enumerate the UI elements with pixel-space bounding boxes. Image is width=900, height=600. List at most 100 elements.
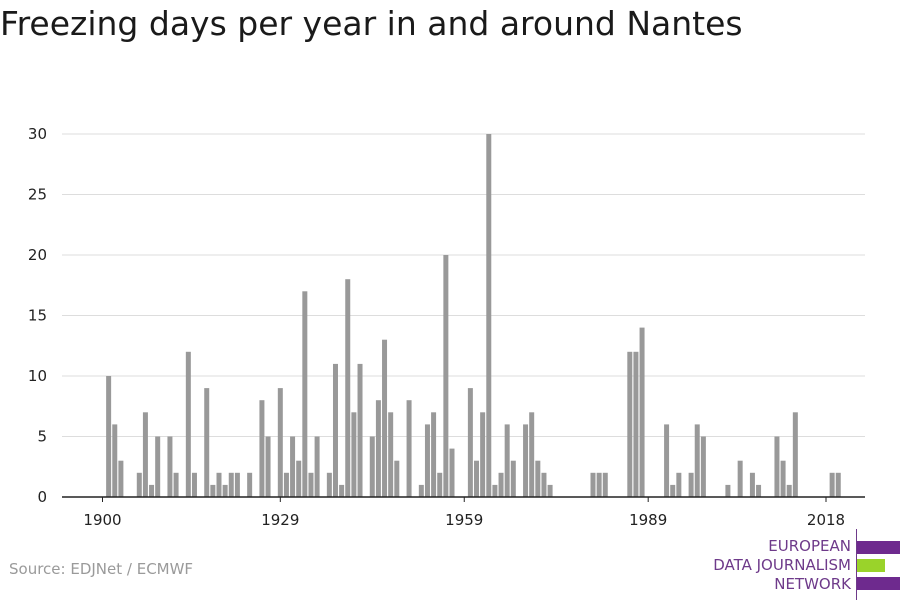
- bar-1986: [627, 351, 633, 497]
- bar-1993: [670, 484, 676, 497]
- bar-1994: [676, 472, 682, 497]
- bar-1929: [277, 388, 283, 497]
- bar-1922: [234, 472, 240, 497]
- bar-1930: [283, 472, 289, 497]
- y-tick-label: 20: [28, 246, 47, 264]
- bar-1997: [694, 424, 700, 497]
- bar-1998: [700, 436, 706, 497]
- bar-1961: [474, 460, 480, 497]
- bar-2002: [725, 484, 731, 497]
- y-tick-label: 0: [37, 488, 47, 506]
- bar-chart: 0 5 10 15 20 25 30 1900 1929 1959 1989 2018: [28, 125, 865, 529]
- bar-1908: [149, 484, 155, 497]
- bar-1964: [492, 484, 498, 497]
- bar-1966: [504, 424, 510, 497]
- x-tick-label: 2018: [807, 511, 845, 529]
- bar-1941: [351, 412, 357, 497]
- bar-2019: [829, 472, 835, 497]
- bar-2007: [756, 484, 762, 497]
- logo-bar-purple-bottom: [857, 577, 900, 590]
- bar-1915: [191, 472, 197, 497]
- bar-1933: [302, 291, 308, 497]
- bar-1906: [136, 472, 142, 497]
- bar-2004: [737, 460, 743, 497]
- source-note: Source: EDJNet / ECMWF: [9, 560, 194, 578]
- bar-1954: [431, 412, 437, 497]
- bar-1973: [547, 484, 553, 497]
- bar-1927: [265, 436, 271, 497]
- bar-1947: [388, 412, 394, 497]
- bar-1932: [296, 460, 302, 497]
- bar-1946: [382, 339, 388, 497]
- x-axis: 1900 1929 1959 1989 2018: [62, 496, 865, 529]
- bar-1969: [523, 424, 529, 497]
- chart-title: Freezing days per year in and around Nan…: [0, 4, 743, 43]
- bar-1934: [308, 472, 314, 497]
- bar-1988: [639, 327, 645, 497]
- y-axis-labels: 0 5 10 15 20 25 30: [28, 125, 47, 506]
- bar-1942: [357, 363, 363, 497]
- bar-1914: [185, 351, 191, 497]
- bar-1919: [216, 472, 222, 497]
- bar-1909: [155, 436, 161, 497]
- bar-1926: [259, 400, 265, 497]
- bar-1965: [498, 472, 504, 497]
- bar-2010: [774, 436, 780, 497]
- bar-1939: [339, 484, 345, 497]
- bar-1937: [326, 472, 332, 497]
- logo-line-2: DATA JOURNALISM: [713, 556, 851, 574]
- bar-2006: [749, 472, 755, 497]
- bar-1931: [290, 436, 296, 497]
- bar-2011: [780, 460, 786, 497]
- bar-1917: [204, 388, 210, 497]
- logo-bar-purple-top: [857, 541, 900, 554]
- bar-1970: [529, 412, 535, 497]
- x-tick-label: 1900: [83, 511, 121, 529]
- bar-2013: [792, 412, 798, 497]
- logo-bar-green: [857, 559, 885, 572]
- bar-1982: [602, 472, 608, 497]
- y-tick-label: 5: [37, 428, 47, 446]
- bar-1980: [590, 472, 596, 497]
- bar-1920: [222, 484, 228, 497]
- x-tick-label: 1959: [445, 511, 483, 529]
- y-tick-label: 30: [28, 125, 47, 143]
- y-tick-label: 10: [28, 367, 47, 385]
- y-tick-label: 15: [28, 307, 47, 325]
- bar-1963: [486, 134, 492, 497]
- bar-1911: [167, 436, 173, 497]
- gridlines: [62, 133, 865, 437]
- bar-1962: [480, 412, 486, 497]
- bar-1901: [106, 376, 112, 497]
- bar-1972: [541, 472, 547, 497]
- bar-2020: [835, 472, 841, 497]
- bar-1981: [596, 472, 602, 497]
- bar-1953: [424, 424, 430, 497]
- bar-1903: [118, 460, 124, 497]
- edjnet-logo: EUROPEAN DATA JOURNALISM NETWORK: [700, 529, 900, 600]
- bar-1924: [247, 472, 253, 497]
- bar-1987: [633, 351, 639, 497]
- bar-1957: [449, 448, 455, 497]
- bar-1918: [210, 484, 216, 497]
- bar-1921: [228, 472, 234, 497]
- bar-1967: [510, 460, 516, 497]
- bars: [106, 134, 841, 497]
- bar-1992: [664, 424, 670, 497]
- bar-1952: [418, 484, 424, 497]
- bar-1944: [369, 436, 375, 497]
- bar-1938: [332, 363, 338, 497]
- bar-1950: [406, 400, 412, 497]
- y-tick-label: 25: [28, 186, 47, 204]
- logo-divider: [856, 529, 857, 600]
- bar-1940: [345, 279, 351, 497]
- bar-1996: [688, 472, 694, 497]
- bar-1945: [375, 400, 381, 497]
- x-tick-label: 1989: [629, 511, 667, 529]
- x-tick-label: 1929: [261, 511, 299, 529]
- bar-1902: [112, 424, 118, 497]
- bar-2012: [786, 484, 792, 497]
- bar-1935: [314, 436, 320, 497]
- bar-1907: [142, 412, 148, 497]
- bar-1971: [535, 460, 541, 497]
